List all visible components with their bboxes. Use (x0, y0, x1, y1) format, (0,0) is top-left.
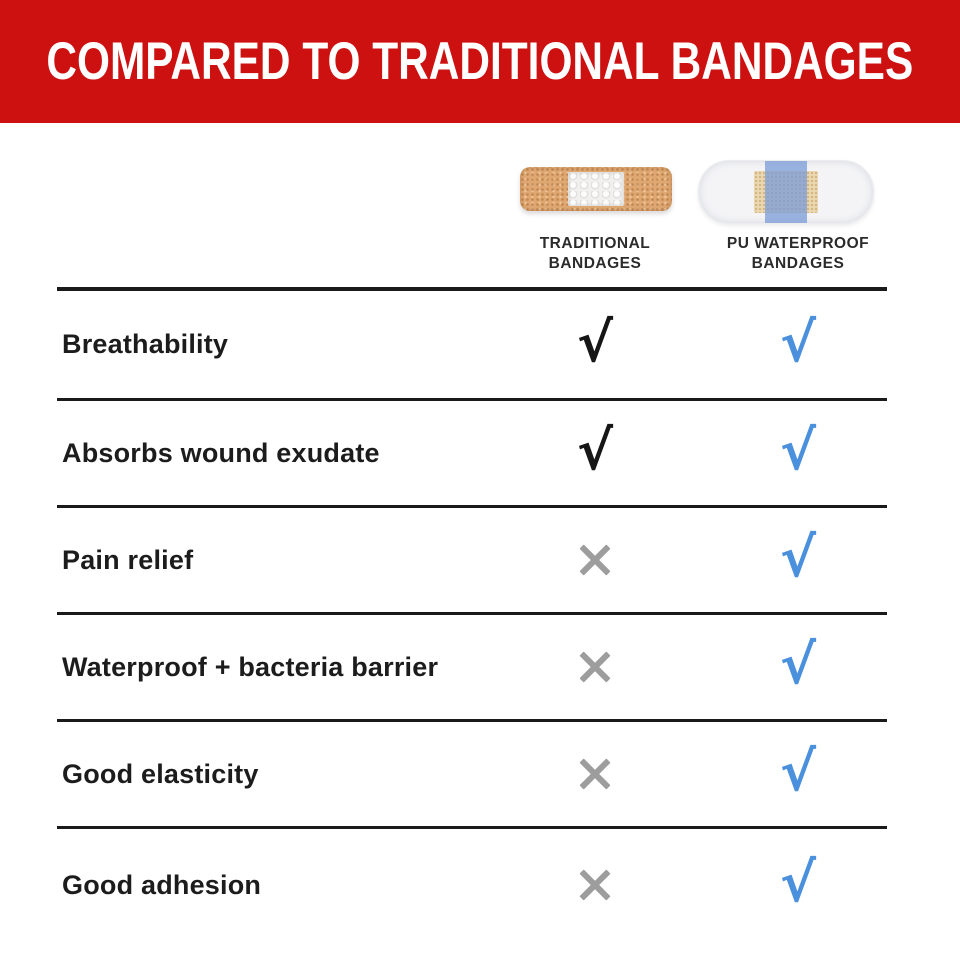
column-header-line: TRADITIONAL (539, 235, 651, 252)
traditional-value-cell (555, 615, 635, 719)
pu-waterproof-value-cell: √ (758, 401, 838, 505)
cross-icon (581, 653, 609, 681)
traditional-value-cell: √ (555, 401, 635, 505)
page-title: COMPARED TO TRADITIONAL BANDAGES (46, 32, 914, 91)
traditional-value-cell (555, 829, 635, 941)
column-header-line: BANDAGES (548, 254, 642, 272)
bandage-pad (568, 172, 624, 206)
feature-label: Pain relief (62, 544, 194, 575)
comparison-table: Breathability √ √ Absorbs wound exudate … (57, 287, 887, 941)
check-icon: √ (779, 526, 817, 589)
feature-label: Waterproof + bacteria barrier (62, 651, 439, 682)
check-icon: √ (576, 419, 614, 482)
pu-waterproof-value-cell: √ (758, 615, 838, 719)
pu-film-strip (765, 161, 807, 223)
pu-waterproof-value-cell: √ (758, 829, 838, 941)
traditional-value-cell (555, 508, 635, 612)
column-header-line: BANDAGES (751, 254, 845, 272)
feature-label: Breathability (62, 329, 229, 359)
column-header-pu-waterproof: PU WATERPROOF BANDAGES (693, 234, 903, 273)
header-banner: COMPARED TO TRADITIONAL BANDAGES (0, 0, 960, 123)
cross-icon (581, 871, 609, 899)
check-icon: √ (779, 851, 817, 914)
check-icon: √ (576, 310, 614, 374)
table-row: Absorbs wound exudate √ √ (57, 401, 887, 508)
cross-icon (581, 760, 609, 788)
table-row: Good adhesion √ (57, 829, 887, 941)
pu-waterproof-bandage-image (698, 160, 874, 224)
pu-waterproof-value-cell: √ (758, 722, 838, 826)
traditional-bandage-image (520, 167, 672, 211)
column-header-traditional: TRADITIONAL BANDAGES (490, 234, 700, 273)
pu-waterproof-value-cell: √ (758, 291, 838, 398)
cross-icon (581, 546, 609, 574)
table-row: Good elasticity √ (57, 722, 887, 829)
feature-label: Good elasticity (62, 758, 259, 789)
check-icon: √ (779, 633, 817, 696)
table-row: Pain relief √ (57, 508, 887, 615)
table-row: Breathability √ √ (57, 291, 887, 401)
column-header-line: PU WATERPROOF (726, 235, 870, 252)
check-icon: √ (779, 740, 817, 803)
pu-waterproof-value-cell: √ (758, 508, 838, 612)
table-row: Waterproof + bacteria barrier √ (57, 615, 887, 722)
traditional-value-cell (555, 722, 635, 826)
traditional-value-cell: √ (555, 291, 635, 398)
feature-label: Good adhesion (62, 869, 262, 900)
check-icon: √ (779, 419, 817, 482)
feature-label: Absorbs wound exudate (62, 437, 380, 468)
check-icon: √ (779, 310, 817, 374)
